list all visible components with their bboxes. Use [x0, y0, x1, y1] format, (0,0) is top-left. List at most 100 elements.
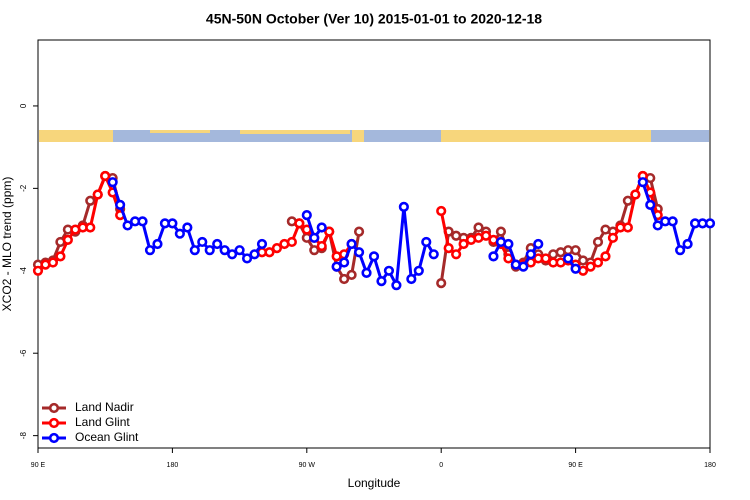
data-point — [100, 170, 111, 182]
data-point — [339, 273, 350, 285]
land-strip — [441, 130, 651, 142]
legend-marker — [48, 432, 60, 444]
data-point — [264, 247, 275, 258]
data-point — [346, 238, 357, 250]
legend-marker — [48, 417, 60, 429]
y-tick-label: -4 — [19, 267, 28, 275]
data-point — [55, 251, 66, 262]
y-axis-label: XCO2 - MLO trend (ppm) — [0, 177, 14, 312]
data-point — [219, 245, 230, 256]
legend-marker — [48, 402, 60, 414]
y-tick-label: -6 — [19, 349, 28, 357]
data-point — [443, 243, 454, 254]
x-tick-label: 90 E — [31, 462, 46, 469]
data-point — [286, 236, 297, 248]
data-point — [144, 245, 156, 256]
x-axis-label: Longitude — [348, 476, 401, 490]
y-tick-label: 0 — [19, 103, 28, 108]
data-point — [585, 261, 596, 272]
data-point — [503, 253, 514, 264]
data-point — [353, 226, 365, 237]
data-point — [204, 245, 215, 256]
y-tick-label: -8 — [19, 432, 28, 440]
data-point — [652, 220, 663, 231]
x-tick-label: 180 — [704, 462, 716, 469]
data-point — [331, 261, 342, 272]
legend-label: Land Nadir — [75, 400, 134, 414]
data-point — [212, 238, 223, 250]
data-point — [704, 218, 716, 229]
data-point — [353, 247, 365, 258]
data-point — [458, 238, 469, 250]
data-point — [316, 222, 327, 233]
data-point — [488, 251, 499, 262]
data-point — [234, 245, 245, 256]
x-tick-label: 90 E — [568, 462, 583, 469]
data-point — [570, 263, 581, 274]
data-point — [413, 265, 424, 276]
data-point — [346, 269, 357, 281]
data-point — [174, 228, 185, 239]
data-point — [473, 222, 484, 233]
data-point — [421, 236, 432, 248]
data-point — [637, 177, 648, 188]
data-point — [406, 273, 417, 285]
data-point — [368, 251, 380, 262]
data-point — [682, 238, 693, 250]
data-point — [675, 245, 686, 256]
data-point — [436, 205, 447, 217]
chart-title: 45N-50N October (Ver 10) 2015-01-01 to 2… — [206, 11, 542, 27]
data-point — [241, 253, 253, 264]
land-strip — [39, 130, 113, 142]
legend-label: Land Glint — [75, 415, 130, 429]
data-point — [667, 216, 678, 227]
data-point — [227, 249, 238, 260]
y-tick-label: -2 — [19, 184, 28, 192]
x-tick-label: 0 — [439, 462, 443, 469]
data-point — [533, 238, 544, 250]
data-point — [115, 199, 126, 210]
data-point — [271, 243, 283, 254]
data-point — [122, 220, 133, 231]
data-point — [189, 245, 200, 256]
data-point — [592, 257, 604, 268]
data-point — [152, 238, 163, 250]
data-point — [309, 232, 320, 243]
data-point — [182, 222, 193, 233]
data-point — [107, 177, 118, 188]
data-point — [436, 278, 447, 289]
data-point — [451, 249, 462, 260]
land-strip — [150, 130, 210, 133]
x-tick-label: 180 — [167, 462, 179, 469]
data-point — [85, 195, 96, 206]
data-point — [622, 195, 633, 206]
data-point — [197, 236, 208, 248]
data-point — [324, 226, 335, 237]
data-point — [316, 240, 327, 252]
data-point — [495, 226, 507, 237]
data-point — [518, 261, 529, 272]
data-point — [391, 280, 402, 291]
data-point — [301, 210, 312, 221]
x-tick-label: 90 W — [299, 462, 316, 469]
data-point — [622, 222, 633, 233]
data-point — [32, 265, 44, 276]
legend-label: Ocean Glint — [75, 430, 139, 444]
data-point — [525, 249, 536, 260]
data-point — [62, 234, 73, 245]
data-point — [383, 265, 395, 276]
data-point — [480, 230, 492, 241]
data-point — [376, 275, 387, 287]
data-point — [167, 218, 178, 229]
data-point — [137, 216, 148, 227]
data-point — [570, 245, 581, 256]
data-point — [256, 238, 268, 250]
data-point — [428, 249, 439, 260]
plot-frame — [37, 39, 711, 449]
data-point — [85, 222, 96, 233]
data-point — [563, 253, 574, 264]
data-point — [503, 238, 514, 250]
data-point — [398, 201, 409, 213]
